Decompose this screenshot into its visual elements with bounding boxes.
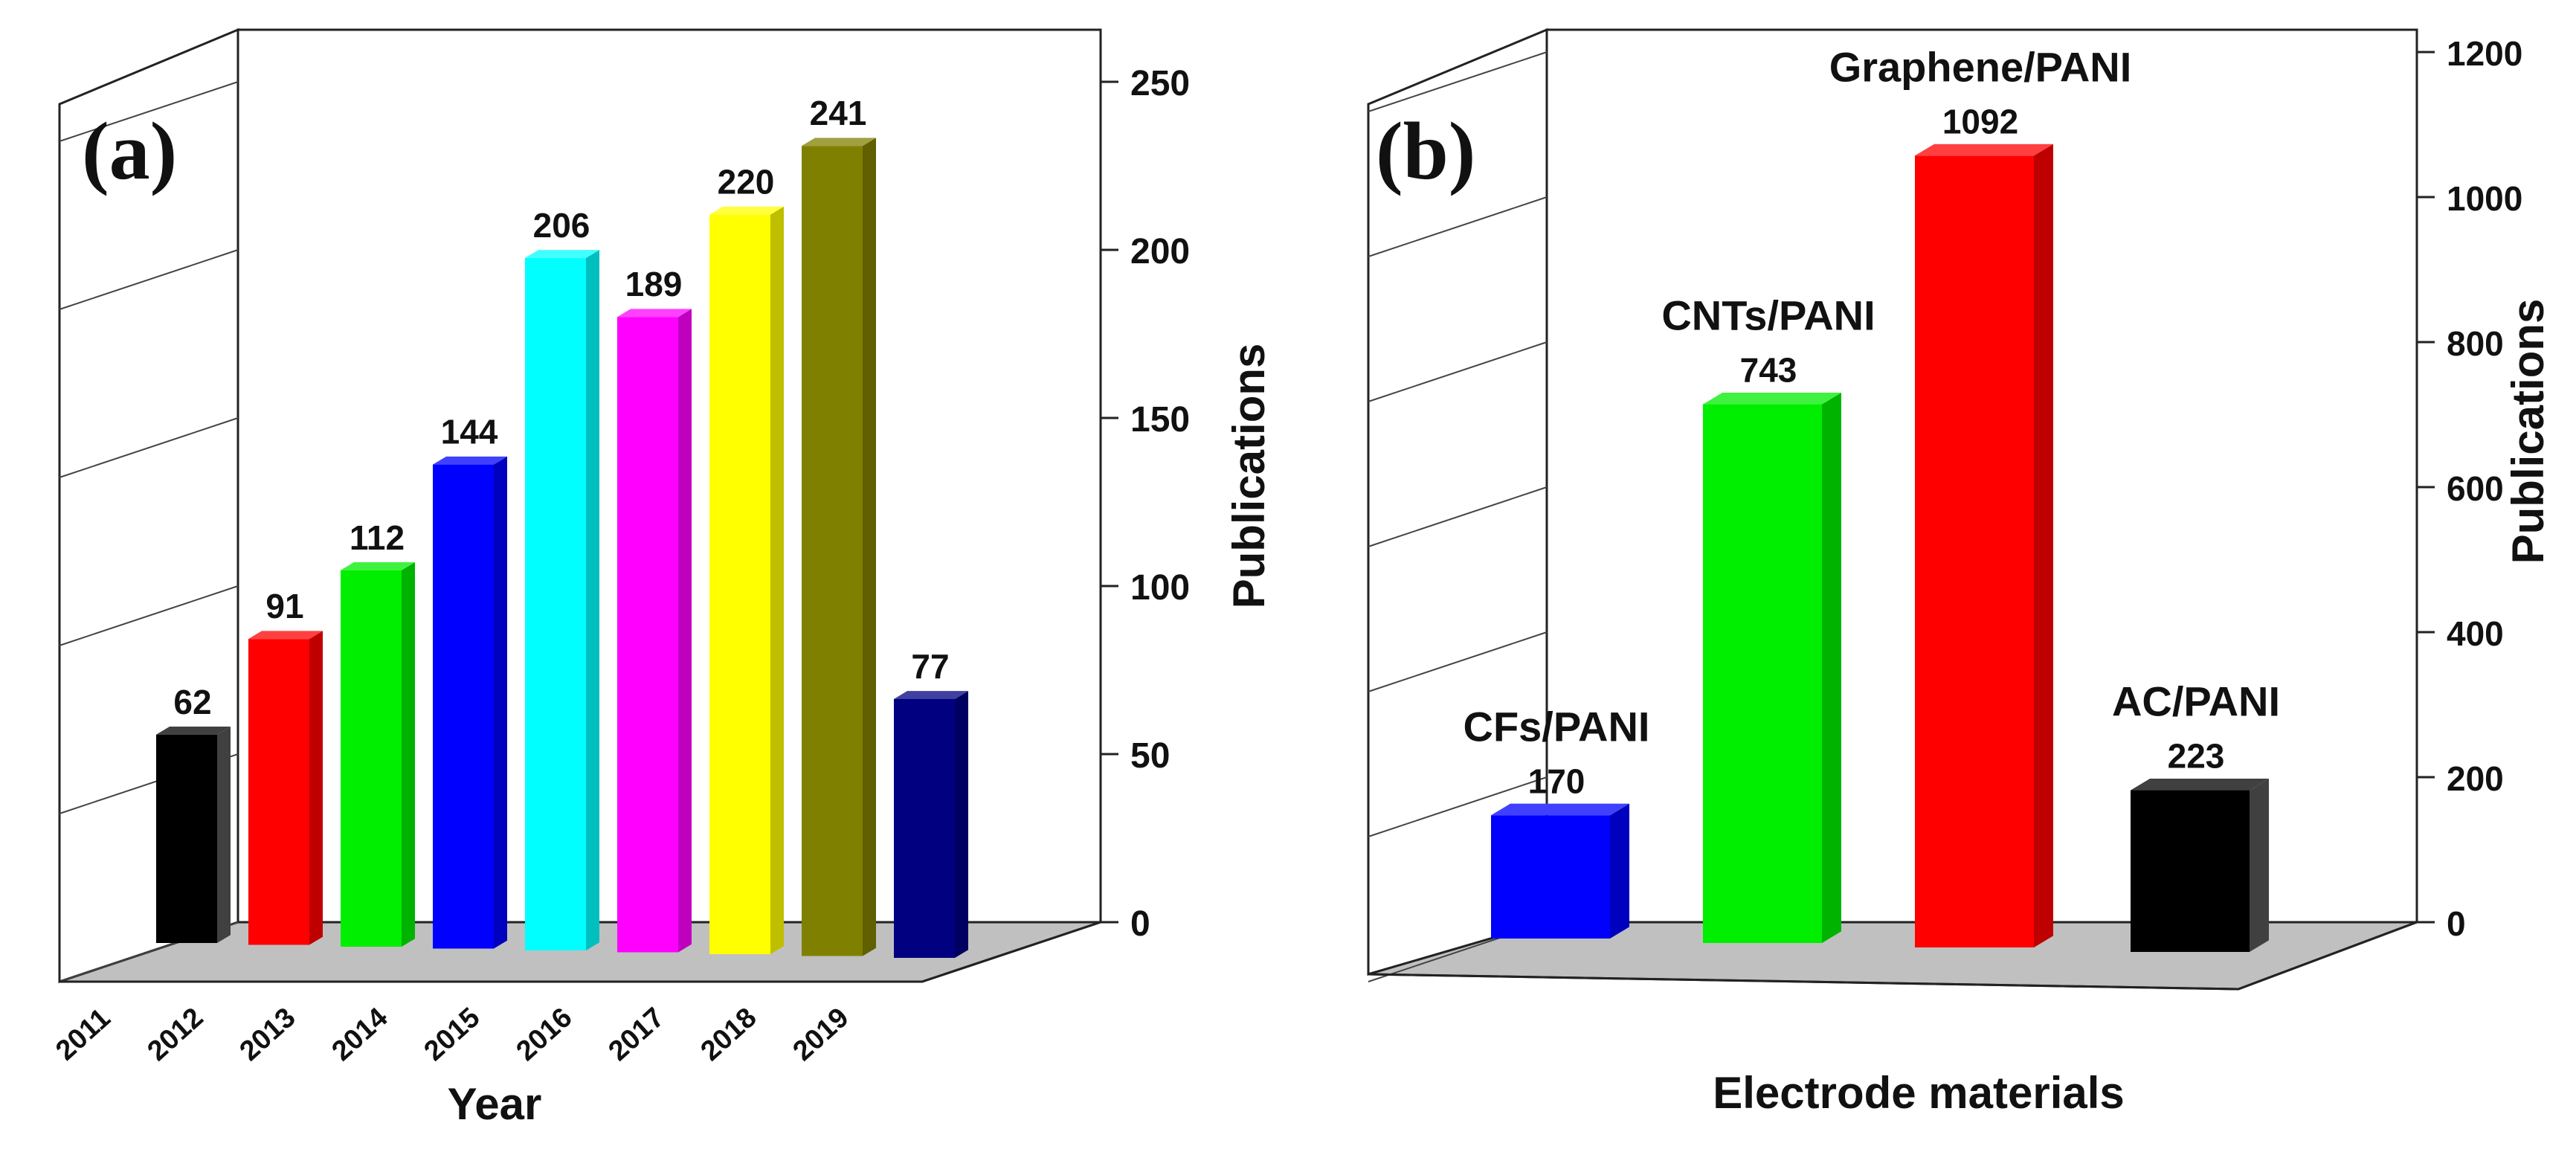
panel-b-bar-AC/PANI [2131,778,2269,952]
panel-a-x-tick-label: 2014 [326,1002,394,1067]
panel-b-y-tick-label: 200 [2447,759,2504,798]
panel-a-side-gridline [59,417,239,478]
panel-a-bar-2019 [894,691,968,958]
panel-a-bar-2015 [525,250,599,951]
panel-a-value-label: 91 [265,587,303,625]
panel-b-bar-CNTs/PANI [1703,392,1841,943]
panel-b-bars: 170 CFs/PANI 743 CNTs/PANI 1092 Graphene/PANI… [1464,43,2280,952]
panel-b-value-label: 743 [1740,351,1797,390]
panel-a-x-tick-label: 2015 [419,1002,486,1067]
panel-b-side-gridline [1368,51,1548,112]
panel-b-side-gridline [1368,196,1548,257]
panel-a-bar-2018 [802,138,876,956]
panel-a-x-tick-label: 2011 [50,1002,116,1066]
panel-b-side-gridline [1368,341,1548,402]
panel-a-side-gridline [59,585,239,646]
panel-a-bar-2013 [341,561,415,947]
panel-a-side-gridline [59,81,239,142]
panel-a-value-label: 62 [173,683,211,721]
panel-a-value-label: 206 [533,206,590,245]
panel-b: 170 CFs/PANI 743 CNTs/PANI 1092 Graphene/PANI… [1367,28,2553,1118]
panel-a-y-tick-label: 200 [1130,232,1190,271]
panel-b-category-label: CNTs/PANI [1661,292,1875,339]
panel-a-x-tick-label: 2019 [788,1002,855,1067]
panel-b-x-axis-title: Electrode materials [1713,1068,2125,1118]
panel-a-y-tick-label: 150 [1130,400,1190,440]
panel-a-y-tick-label: 50 [1130,736,1170,776]
panel-a-y-axis: 0 50 100 150 200 250 [1099,64,1190,944]
panel-a-x-tick-label: 2016 [511,1002,579,1067]
panel-a-x-tick-label: 2012 [142,1002,210,1067]
panel-a-bar-2011 [156,726,231,943]
panel-b-side-gridline [1368,776,1548,837]
panel-a-y-tick-label: 100 [1130,568,1190,608]
panel-a-label: (a) [82,106,177,196]
panel-a-value-label: 189 [625,265,683,303]
panel-a-bar-2014 [433,456,507,949]
panel-b-y-tick-label: 400 [2447,614,2504,653]
panel-a-value-label: 241 [810,94,867,132]
panel-b-side-gridline [1368,486,1548,547]
panel-a-value-label: 220 [718,163,775,202]
panel-a-value-label: 77 [911,647,949,686]
panel-b-y-tick-label: 0 [2447,904,2466,943]
panel-b-floor-edge [2238,921,2418,991]
panel-a-x-tick-label: 2013 [234,1002,302,1067]
panel-a-y-tick-label: 0 [1130,904,1150,944]
panel-a-floor-edge [921,921,1101,983]
panel-b-side-gridline [1368,631,1548,692]
panel-b-category-label: AC/PANI [2112,678,2280,725]
panel-a-x-axis-title: Year [448,1079,542,1129]
panel-a-side-gridline [59,249,239,310]
panel-b-bar-CFs/PANI [1491,803,1629,939]
panel-b-y-tick-label: 1000 [2447,179,2522,218]
panel-b-y-axis-title: Publications [2503,299,2553,564]
panel-a-y-tick-label: 250 [1130,64,1190,103]
panel-b-y-tick-label: 1200 [2447,34,2522,73]
panel-b-value-label: 1092 [1942,102,2018,141]
panel-b-label: (b) [1376,106,1475,196]
panel-b-category-label: CFs/PANI [1464,703,1650,750]
panel-a: 62 91 112 144 206 189 220 241 77 0 50 100 150 200 250… [50,28,1274,1129]
panel-a-bar-2017 [709,206,784,955]
panel-b-value-label: 170 [1528,762,1585,800]
panel-a-y-axis-title: Publications [1224,344,1274,609]
panel-b-y-tick-label: 600 [2447,469,2504,508]
panel-a-bar-2012 [248,631,323,945]
panel-b-value-label: 223 [2168,737,2225,776]
panel-a-value-label: 144 [441,413,498,451]
panel-b-category-label: Graphene/PANI [1829,43,2132,90]
panel-b-bar-Graphene/PANI [1915,144,2053,948]
panel-a-bar-2016 [617,309,692,953]
panel-b-x-axis-line [1368,973,2239,991]
panel-a-value-label: 112 [350,518,405,557]
panel-a-gridlines [59,81,239,982]
panel-a-x-tick-label: 2017 [603,1002,671,1067]
panel-b-y-axis: 0 200 400 600 800 1000 1200 [1368,34,2522,991]
panel-a-x-tick-label: 2018 [695,1002,763,1067]
panel-b-y-tick-label: 800 [2447,324,2504,363]
panel-a-bars: 62 91 112 144 206 189 220 241 77 [156,94,968,958]
